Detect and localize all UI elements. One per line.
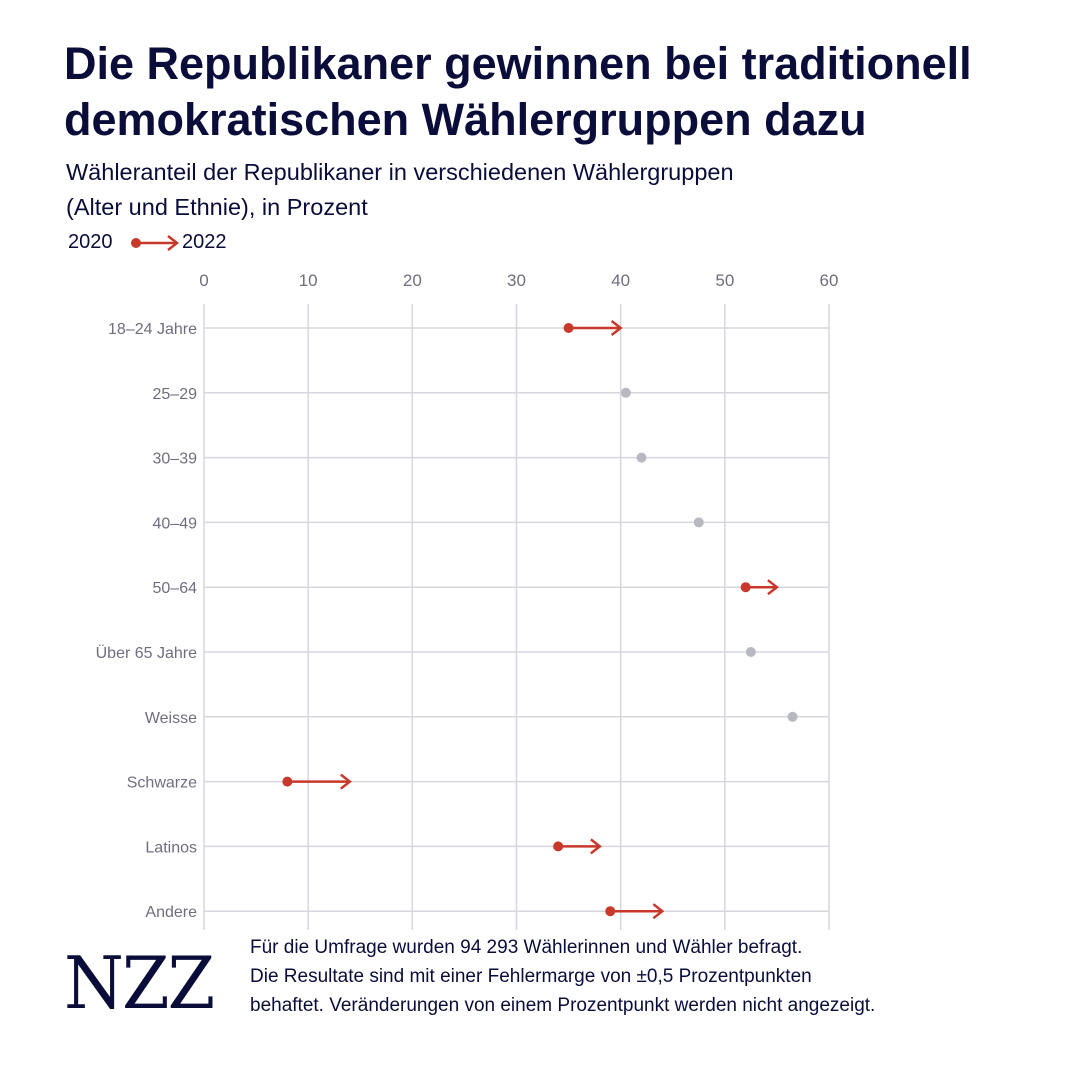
subtitle-line-2: (Alter und Ethnie), in Prozent [66,194,368,220]
category-label: 50–64 [153,580,198,597]
chart-title: Die Republikaner gewinnen bei traditione… [64,38,972,145]
arrowhead-2022 [767,579,779,596]
dot-arrow-chart: 0 10 20 30 40 50 60 18–24 Jahre 25–29 30–39 40–49 5… [96,271,839,930]
dot-2020 [563,323,574,333]
footnote: Für die Umfrage wurden 94 293 Wählerinne… [250,933,1050,1020]
x-tick-label: 60 [820,271,839,290]
x-tick-label: 30 [507,271,526,290]
nzz-logo: NZZ [64,941,215,1025]
x-tick-label: 0 [199,271,208,290]
arrowhead-2022 [590,838,602,855]
category-label: 25–29 [153,386,198,403]
category-label: Weisse [145,710,197,727]
chart-subtitle: Wähleranteil der Republikaner in verschi… [66,155,966,225]
dot-2020 [282,776,293,787]
dot-2020 [553,841,564,852]
dot-2020-unchanged [745,647,756,657]
arrowhead-2022 [652,903,665,920]
legend-arrow-icon [131,235,180,251]
x-tick-label: 20 [403,271,422,290]
category-label: 40–49 [153,515,198,532]
x-tick-label: 10 [299,271,318,290]
category-label: 30–39 [153,451,198,468]
dot-2020-unchanged [620,387,631,398]
footnote-line-3: behaftet. Veränderungen von einem Prozen… [250,995,876,1016]
dot-2020 [740,582,751,593]
x-tick-label: 40 [611,271,630,290]
legend-from-label: 2020 [68,231,113,253]
subtitle-line-1: Wähleranteil der Republikaner in verschi… [66,159,734,185]
category-label: Über 65 Jahre [96,644,197,662]
category-label: Andere [145,904,197,921]
category-label: Latinos [145,839,197,856]
footnote-line-2: Die Resultate sind mit einer Fehlermarge… [250,966,812,987]
arrowhead-2022 [340,773,352,790]
footnote-line-1: Für die Umfrage wurden 94 293 Wählerinne… [250,937,803,958]
arrowhead-2022 [610,320,623,336]
legend-to-label: 2022 [182,231,227,253]
category-label: 18–24 Jahre [108,321,197,338]
dot-2020 [605,906,616,917]
x-tick-label: 50 [715,271,734,290]
dot-2020-unchanged [693,517,704,528]
category-label: Schwarze [127,775,197,792]
dot-2020-unchanged [636,452,647,463]
dot-2020-unchanged [787,711,798,722]
